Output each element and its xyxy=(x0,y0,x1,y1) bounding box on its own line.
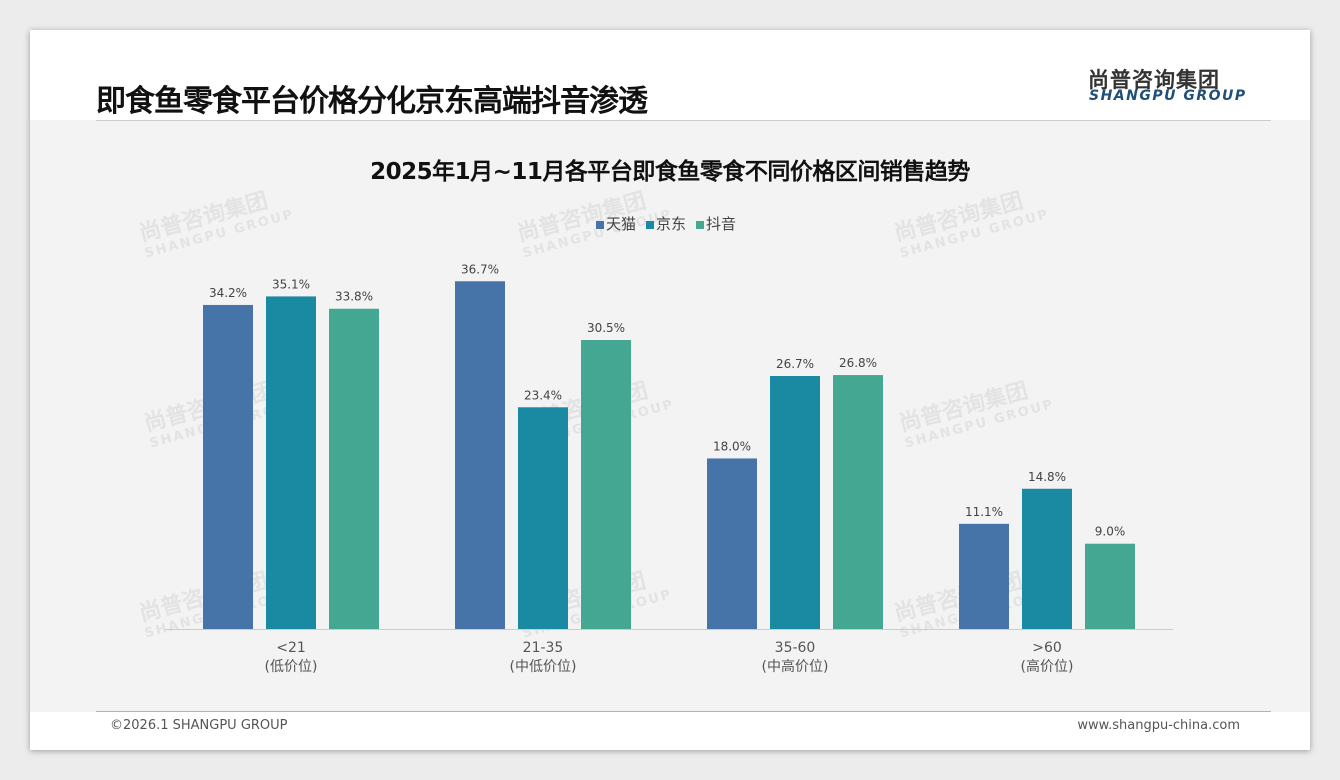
bar xyxy=(329,308,379,629)
bar-chart: 34.2% 35.1% 33.8% <21 (低价位) 36.7% 23.4% 30.5% 21… xyxy=(165,262,1173,675)
data-label: 9.0% xyxy=(1095,525,1126,539)
title-divider xyxy=(96,120,1271,121)
x-tick-sublabel: (中高价位) xyxy=(762,658,829,675)
legend-item: 京东 xyxy=(646,213,686,234)
bar xyxy=(266,296,316,629)
bar xyxy=(833,375,883,629)
x-tick-label: 21-35 xyxy=(523,640,564,656)
legend-label: 天猫 xyxy=(606,215,637,233)
logo-cn: 尚普咨询集团 xyxy=(1088,68,1220,92)
x-tick-label: >60 xyxy=(1032,640,1062,656)
chart-title: 2025年1月~11月各平台即食鱼零食不同价格区间销售趋势 xyxy=(370,159,970,185)
x-tick-sublabel: (中低价位) xyxy=(510,659,577,675)
copyright: ©2026.1 SHANGPU GROUP xyxy=(110,718,288,733)
website: www.shangpu-china.com xyxy=(1077,718,1240,733)
page-title: 即食鱼零食平台价格分化京东高端抖音渗透 xyxy=(96,84,648,119)
legend-swatch xyxy=(696,221,705,229)
bar xyxy=(1085,543,1135,629)
legend-item: 抖音 xyxy=(696,213,736,234)
legend-swatch xyxy=(596,221,604,229)
data-label: 35.1% xyxy=(272,277,310,291)
legend-swatch xyxy=(646,221,655,229)
footer-divider xyxy=(96,711,1271,712)
data-label: 33.8% xyxy=(335,290,373,304)
data-label: 26.7% xyxy=(776,357,814,371)
x-tick-sublabel: (低价位) xyxy=(265,659,318,675)
bar xyxy=(707,458,757,629)
data-label: 11.1% xyxy=(965,505,1003,519)
data-label: 34.2% xyxy=(209,286,247,300)
data-label: 36.7% xyxy=(461,262,499,276)
data-label: 18.0% xyxy=(713,439,751,453)
bar xyxy=(518,407,568,629)
legend-label: 抖音 xyxy=(706,215,737,233)
x-tick-sublabel: (高价位) xyxy=(1021,658,1074,675)
data-label: 30.5% xyxy=(587,321,625,335)
slide-card: 即食鱼零食平台价格分化京东高端抖音渗透 尚普咨询集团 SHANGPU GROUP… xyxy=(30,30,1310,750)
legend-item: 天猫 xyxy=(596,213,636,234)
data-label: 14.8% xyxy=(1028,470,1066,484)
x-tick-label: <21 xyxy=(276,640,306,656)
bar xyxy=(455,281,505,629)
bar xyxy=(203,304,253,629)
bar xyxy=(1022,488,1072,629)
bar xyxy=(770,376,820,629)
x-tick-label: 35-60 xyxy=(775,640,816,656)
bar xyxy=(959,523,1009,629)
logo-en: SHANGPU GROUP xyxy=(1089,88,1247,104)
data-label: 23.4% xyxy=(524,388,562,402)
bar xyxy=(581,340,631,629)
legend-label: 京东 xyxy=(656,215,687,233)
legend: 天猫 京东 抖音 xyxy=(596,213,736,234)
data-label: 26.8% xyxy=(839,356,877,370)
